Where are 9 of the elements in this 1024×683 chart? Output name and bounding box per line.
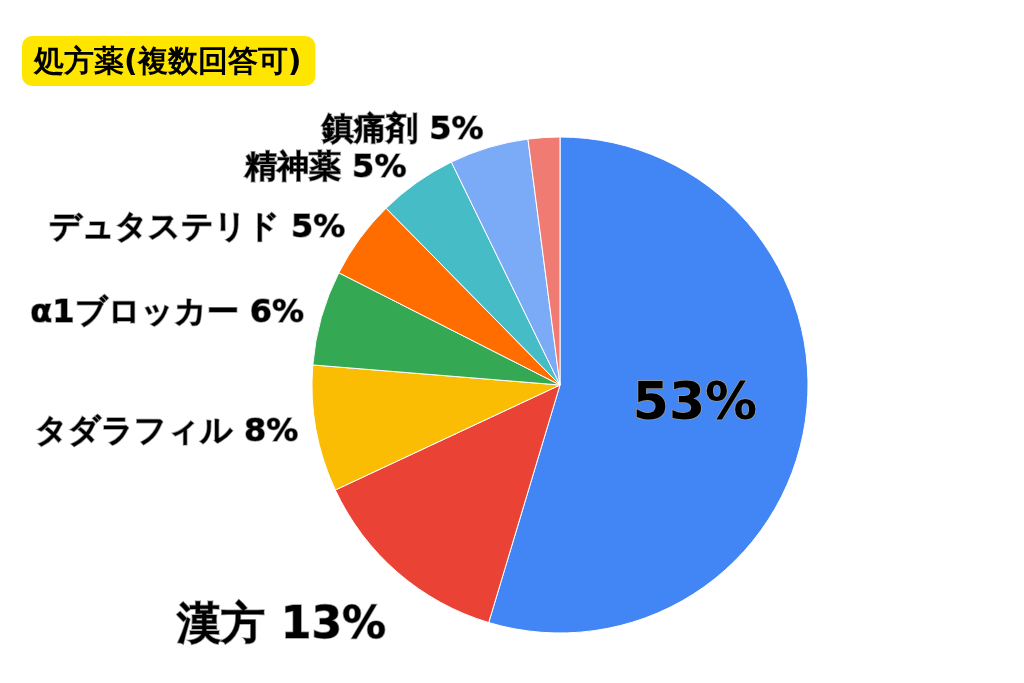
- slice-label: 鎮痛剤 5%: [321, 109, 484, 148]
- chart-title: 処方薬(複数回答可): [33, 42, 302, 78]
- slice-label: デュタステリド 5%: [48, 206, 346, 245]
- slice-label: α1ブロッカー 6%: [30, 291, 305, 330]
- slice-label: タダラフィル 8%: [34, 411, 299, 450]
- slice-label: 漢方 13%: [176, 597, 387, 649]
- data-label: 53%: [632, 370, 758, 431]
- slice-label: 精神薬 5%: [243, 146, 407, 185]
- title: 処方薬(複数回答可): [22, 36, 316, 86]
